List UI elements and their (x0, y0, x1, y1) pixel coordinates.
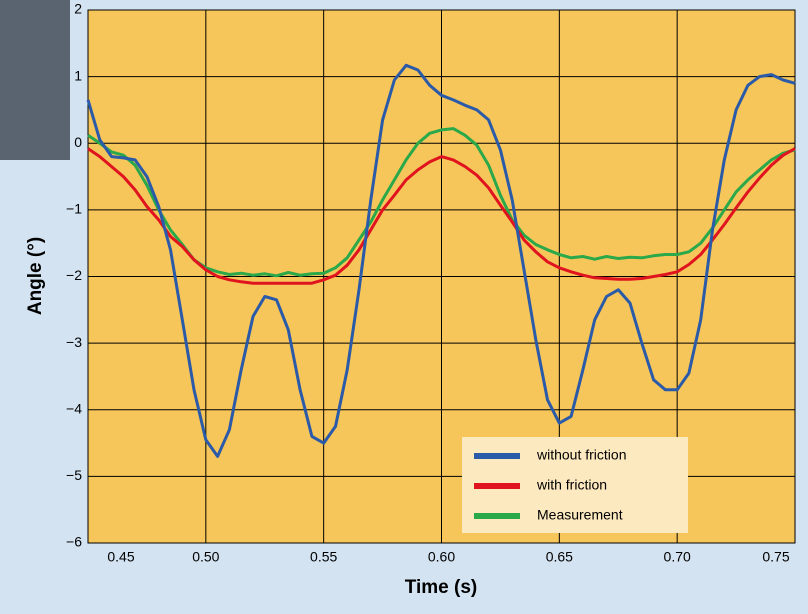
x-tick-label: 0.75 (762, 549, 789, 565)
y-tick-label: −3 (66, 334, 82, 350)
y-tick-label: −1 (66, 201, 82, 217)
y-tick-label: −5 (66, 467, 82, 483)
x-tick-label: 0.60 (428, 549, 455, 565)
x-tick-label: 0.70 (664, 549, 691, 565)
x-tick-label: 0.45 (107, 549, 134, 565)
photo-corner (0, 0, 70, 160)
y-tick-label: −6 (66, 534, 82, 550)
y-tick-label: 1 (74, 67, 82, 83)
y-tick-label: −4 (66, 400, 82, 416)
x-axis-title: Time (s) (405, 577, 478, 598)
y-tick-label: −2 (66, 267, 82, 283)
data-line (87, 147, 796, 285)
legend-label: with friction (536, 477, 607, 493)
data-line (86, 63, 796, 458)
y-axis-title: Angle (°) (25, 237, 46, 315)
x-tick-label: 0.65 (546, 549, 573, 565)
y-tick-label: 2 (74, 1, 82, 17)
data-line (87, 127, 796, 278)
legend-label: Measurement (537, 507, 623, 523)
x-tick-label: 0.50 (192, 549, 219, 565)
x-tick-label: 0.55 (310, 549, 337, 565)
y-tick-label: 0 (74, 134, 82, 150)
legend-label: without friction (536, 447, 626, 463)
